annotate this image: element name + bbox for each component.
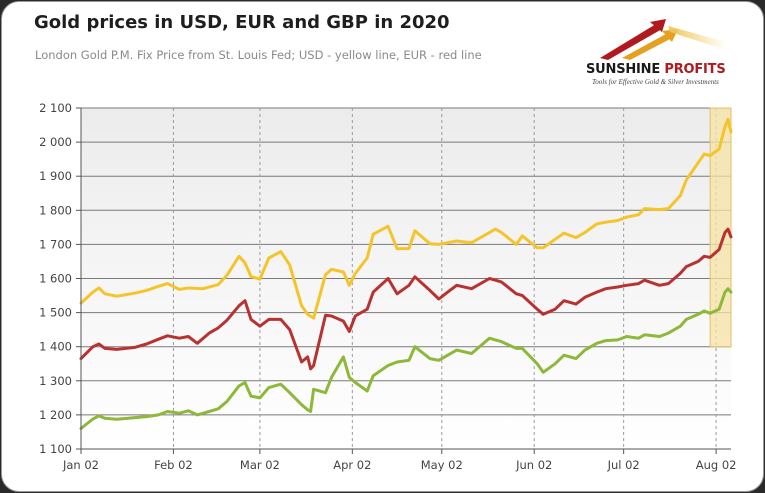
- y-tick-label: 1 800: [39, 203, 72, 217]
- x-tick-label: Jun 02: [515, 458, 552, 472]
- y-tick-label: 1 600: [39, 272, 72, 286]
- y-tick-label: 1 500: [39, 306, 72, 320]
- chart-subtitle: London Gold P.M. Fix Price from St. Loui…: [35, 48, 482, 62]
- logo-tagline: Tools for Effective Gold & Silver Invest…: [592, 78, 719, 86]
- logo-name: SUNSHINE PROFITS: [586, 62, 726, 77]
- y-tick-label: 1 700: [39, 237, 72, 251]
- y-tick-label: 1 900: [39, 169, 72, 183]
- x-tick-label: May 02: [421, 458, 463, 472]
- eur-series-line: [79, 227, 733, 371]
- usd-series-line: [79, 117, 733, 320]
- x-tick-label: Jan 02: [62, 458, 99, 472]
- y-tick-label: 1 300: [39, 374, 72, 388]
- x-tick-label: Jul 02: [607, 458, 640, 472]
- x-tick-label: Feb 02: [154, 458, 193, 472]
- gbp-series-line: [79, 287, 733, 430]
- x-tick-label: Mar 02: [240, 458, 280, 472]
- x-tick-label: Apr 02: [333, 458, 371, 472]
- sunshine-profits-logo: SUNSHINE PROFITS Tools for Effective Gol…: [586, 16, 746, 86]
- y-tick-label: 2 100: [39, 101, 72, 115]
- highlight-region: [709, 107, 732, 348]
- chart-title: Gold prices in USD, EUR and GBP in 2020: [34, 12, 450, 33]
- rising-arrows-logo-icon: [600, 19, 726, 60]
- y-tick-label: 1 200: [39, 408, 72, 422]
- y-tick-label: 2 000: [39, 135, 72, 149]
- y-tick-label: 1 400: [39, 340, 72, 354]
- y-tick-label: 1 100: [39, 442, 72, 456]
- x-tick-label: Aug 02: [696, 458, 737, 472]
